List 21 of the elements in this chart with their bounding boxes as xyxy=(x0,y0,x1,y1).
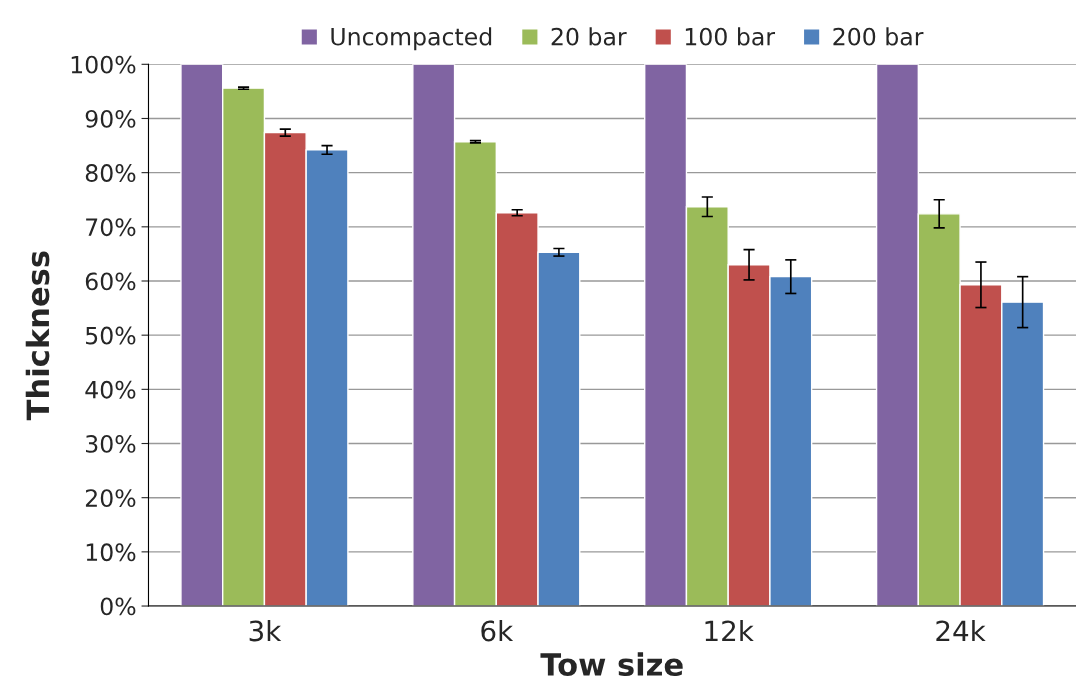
legend-label: 100 bar xyxy=(685,27,776,46)
x-axis-title: Tow size xyxy=(540,652,683,677)
y-tick-label: 80% xyxy=(85,164,136,182)
y-tick-label: 10% xyxy=(86,543,136,562)
y-axis-title: Thickness xyxy=(25,251,50,421)
y-tick-label: 60% xyxy=(85,272,136,291)
x-tick-label: 3k xyxy=(249,619,282,642)
y-tick-label: 20% xyxy=(85,489,136,507)
y-tick-label: 50% xyxy=(86,326,136,345)
legend-label: 20 bar xyxy=(551,27,627,46)
x-tick-label: 12k xyxy=(705,619,754,642)
x-tick-label: 6k xyxy=(481,619,514,642)
x-tick-label: 24k xyxy=(936,619,986,642)
y-tick-label: 40% xyxy=(85,380,136,399)
legend-label: Uncompacted xyxy=(331,27,492,51)
y-tick-label: 70% xyxy=(86,218,136,237)
y-tick-label: 100% xyxy=(71,55,136,74)
y-tick-label: 30% xyxy=(86,434,136,453)
legend-label: 200 bar xyxy=(833,27,924,46)
y-tick-label: 90% xyxy=(85,109,136,128)
y-tick-label: 0% xyxy=(100,597,136,616)
